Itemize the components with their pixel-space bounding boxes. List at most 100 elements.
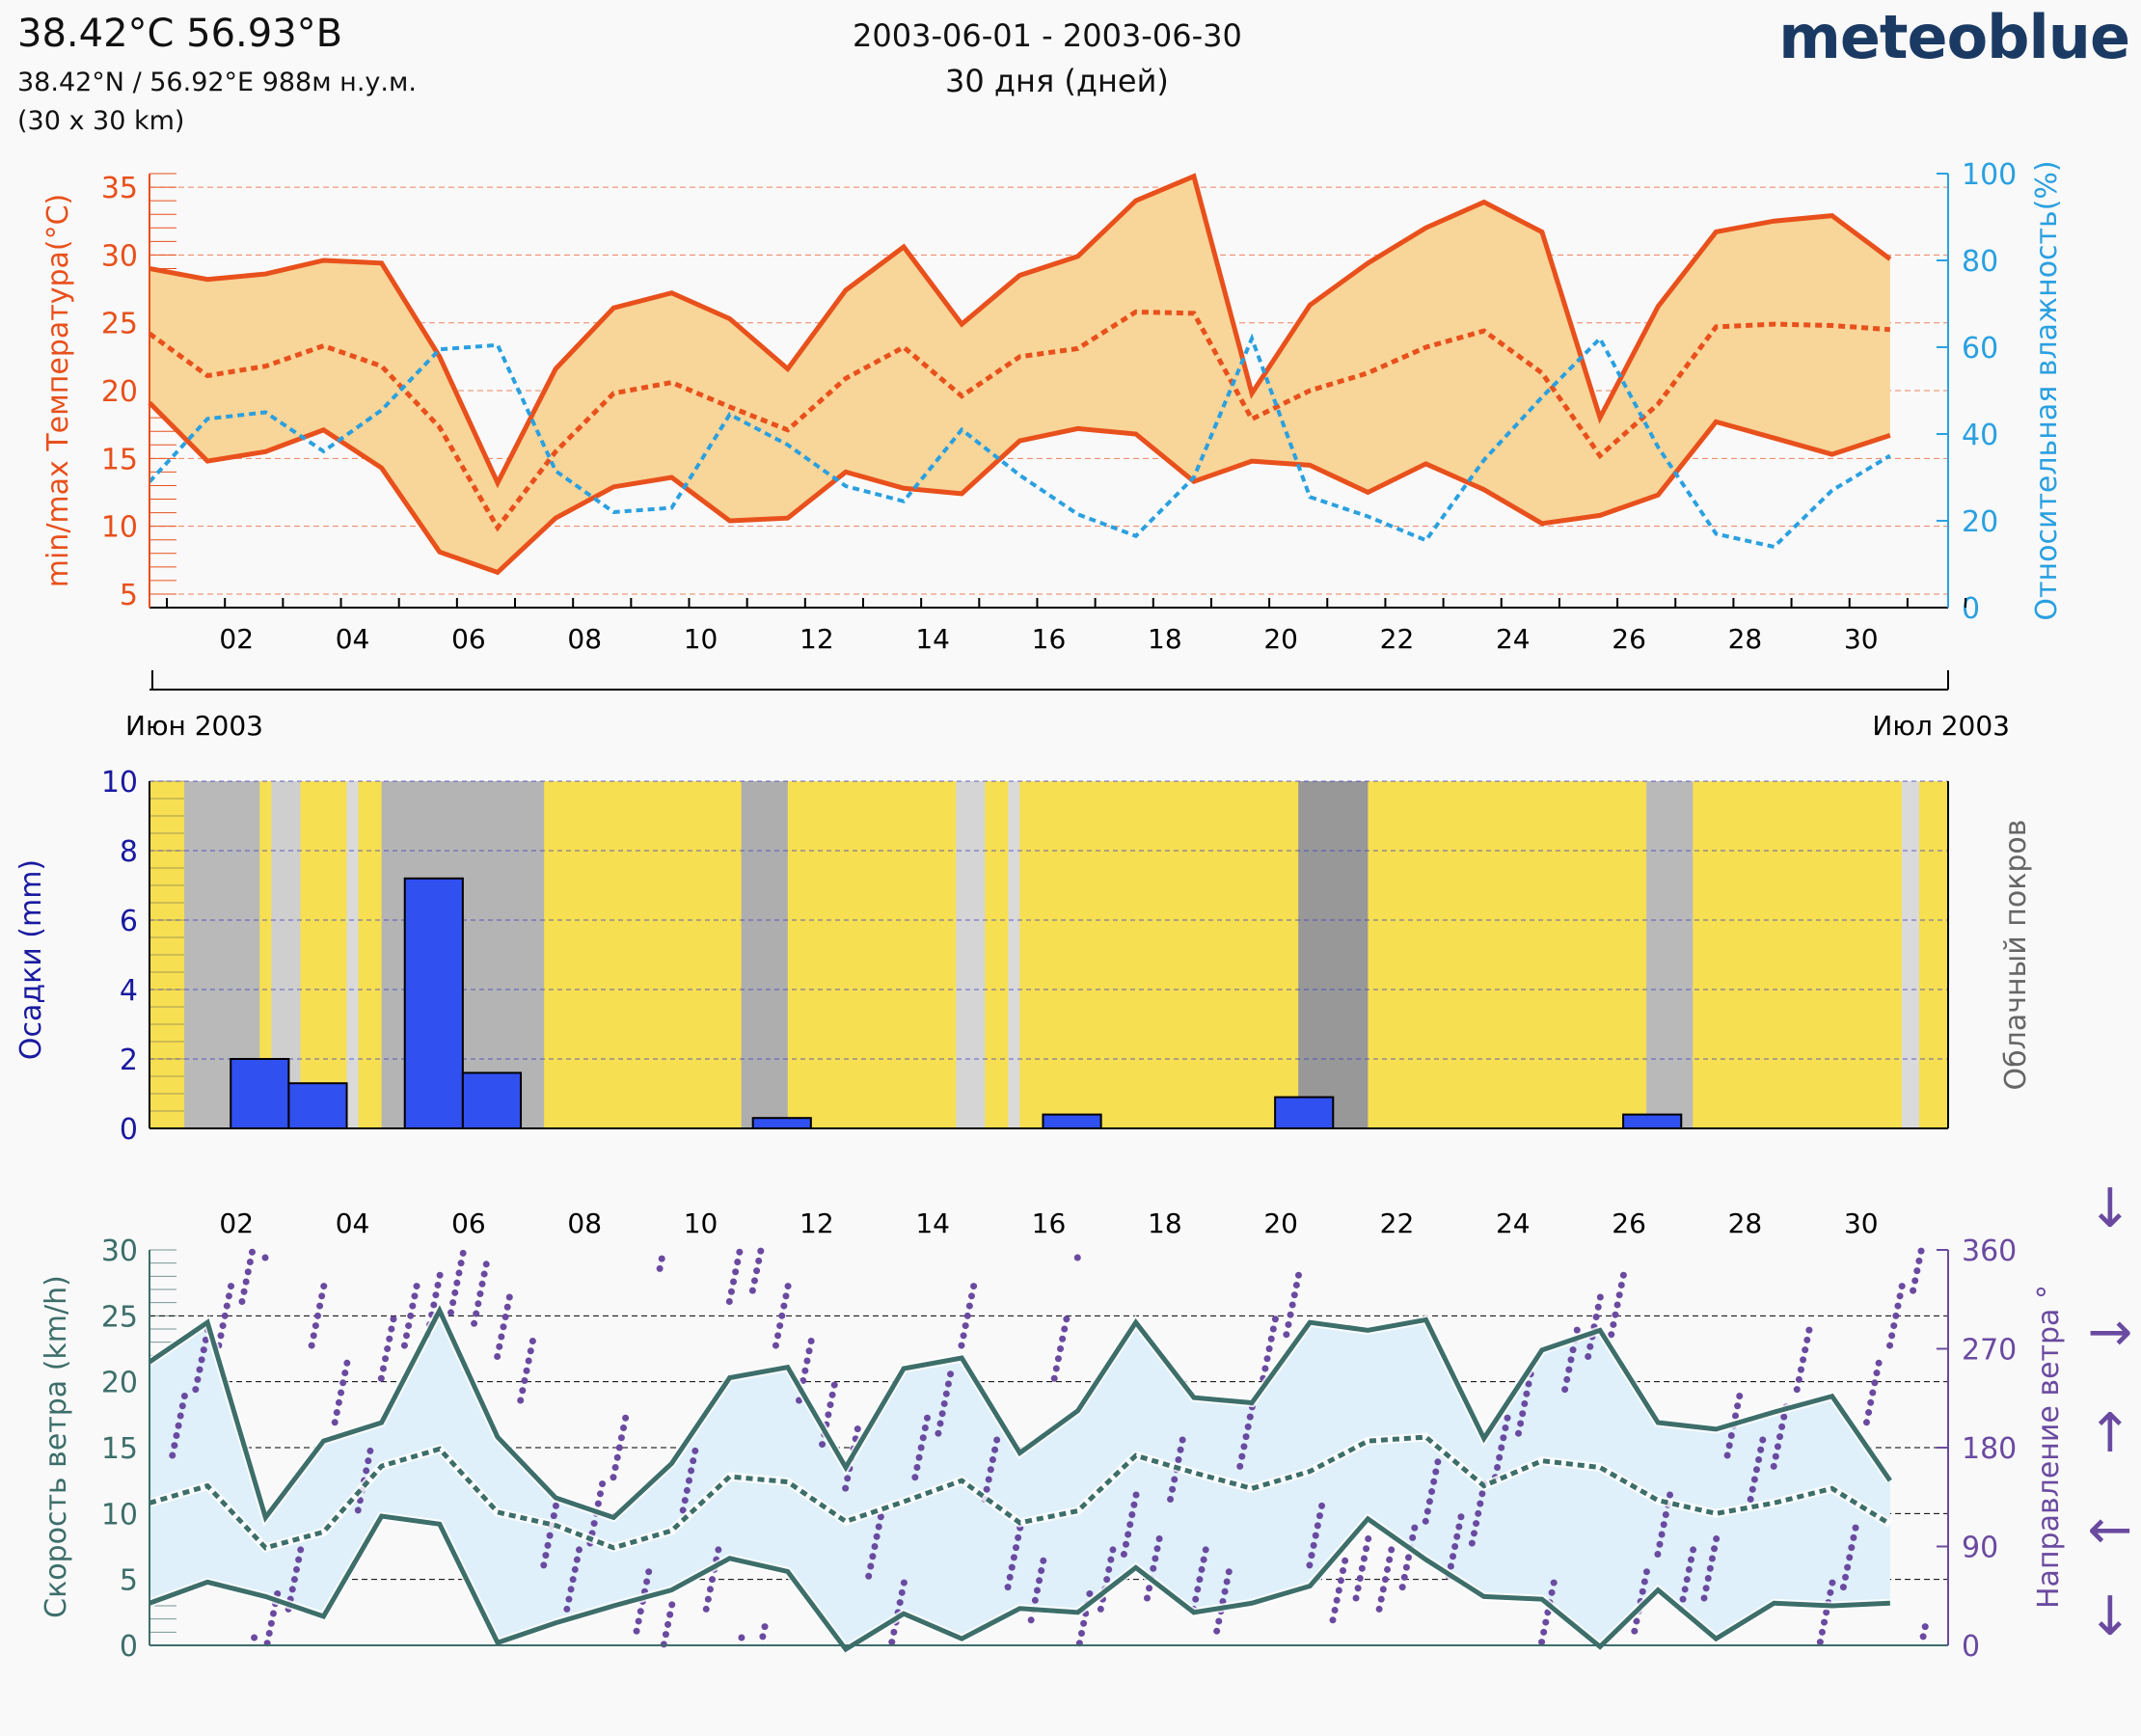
wind-direction-dot: [1708, 1555, 1716, 1562]
precip-tick-label: 8: [120, 835, 138, 869]
wind-direction-dot: [1432, 1468, 1440, 1476]
wind-direction-dot: [1225, 1568, 1233, 1576]
wind-direction-dot: [960, 1332, 967, 1340]
wind-direction-dot: [1246, 1413, 1254, 1421]
wind-direction-dot: [1219, 1597, 1227, 1605]
wind-direction-dot: [1013, 1544, 1020, 1552]
wind-direction-dot: [1898, 1283, 1906, 1290]
wind-direction-dot: [1128, 1510, 1136, 1518]
wind-direction-dot: [942, 1390, 950, 1397]
wind-direction-dot: [1911, 1277, 1919, 1285]
wind-direction-dot: [1194, 1586, 1202, 1593]
wind-direction-dot: [1107, 1556, 1115, 1563]
wind-direction-dot: [1770, 1462, 1777, 1470]
cloud-cover-stripe: [956, 781, 986, 1128]
wind-direction-dot: [288, 1586, 296, 1593]
wind-direction-dot: [1615, 1291, 1623, 1299]
precip-bar: [230, 1058, 290, 1129]
wind-day-tick-label: 28: [1728, 1207, 1763, 1239]
direction-tick-label: 180: [1962, 1432, 2017, 1466]
day-tick-label: 14: [915, 623, 950, 655]
wind-direction-dot: [318, 1292, 326, 1300]
wind-direction-dot: [246, 1259, 254, 1266]
wind-direction-dot: [1402, 1563, 1410, 1571]
wind-direction-dot: [1080, 1619, 1088, 1627]
wind-direction-dot: [1143, 1594, 1151, 1602]
wind-direction-dot: [1662, 1510, 1669, 1518]
wind-direction-dot: [1271, 1316, 1279, 1323]
direction-axis-title: Направление ветра °: [2032, 1285, 2066, 1609]
wind-direction-dot: [1285, 1320, 1292, 1328]
direction-arrow-icon: ↓: [2088, 1586, 2133, 1648]
wind-direction-dot: [1842, 1573, 1850, 1581]
wind-direction-dot: [1126, 1521, 1134, 1529]
wind-day-tick-label: 08: [567, 1207, 602, 1239]
wind-direction-dot: [898, 1588, 906, 1596]
wind-direction-dot: [637, 1608, 644, 1615]
wind-direction-dot: [963, 1312, 971, 1319]
coordinates-elevation: 38.42°N / 56.92°E 988м н.у.м.: [17, 68, 417, 97]
wind-direction-dot: [635, 1617, 642, 1625]
wind-direction-dot: [1061, 1325, 1069, 1333]
wind-direction-dot: [1294, 1271, 1302, 1279]
wind-direction-dot: [476, 1290, 484, 1298]
wind-direction-dot: [407, 1312, 415, 1319]
wind-direction-dot: [1263, 1355, 1271, 1363]
wind-direction-dot: [1196, 1576, 1204, 1584]
wind-direction-dot: [1086, 1589, 1094, 1597]
wind-direction-dot: [1314, 1522, 1321, 1530]
wind-direction-dot: [1521, 1399, 1529, 1407]
wind-direction-dot: [366, 1447, 374, 1454]
wind-direction-dot: [1340, 1567, 1347, 1575]
location-title: 38.42°C 56.93°B: [17, 12, 343, 56]
wind-direction-dot: [730, 1278, 738, 1286]
wind-direction-dot: [917, 1444, 925, 1451]
wind-direction-dot: [1504, 1414, 1511, 1422]
wind-direction-dot: [1892, 1312, 1900, 1319]
wind-direction-dot: [500, 1323, 507, 1331]
wind-direction-dot: [1453, 1533, 1461, 1540]
wind-direction-dot: [691, 1447, 699, 1454]
wind-direction-dot: [219, 1322, 227, 1330]
wind-direction-dot: [958, 1342, 965, 1349]
wind-direction-dot: [405, 1322, 413, 1330]
wind-direction-dot: [295, 1556, 303, 1563]
wind-direction-dot: [679, 1506, 687, 1514]
direction-tick-label: 0: [1962, 1630, 1980, 1664]
wind-direction-dot: [1152, 1555, 1159, 1562]
wind-direction-dot: [527, 1347, 534, 1355]
wind-direction-dot: [610, 1474, 617, 1481]
wind-direction-dot: [1223, 1578, 1231, 1586]
wind-direction-dot: [1038, 1567, 1045, 1575]
wind-direction-dot: [1640, 1578, 1648, 1586]
wind-direction-dot: [1538, 1639, 1546, 1646]
wind-direction-dot: [198, 1356, 205, 1364]
wind-direction-dot: [221, 1312, 229, 1319]
wind-direction-dot: [478, 1280, 486, 1288]
wind-direction-dot: [900, 1579, 908, 1587]
wind-direction-dot: [1802, 1346, 1809, 1354]
wind-direction-dot: [238, 1298, 246, 1306]
wind-direction-dot: [1752, 1466, 1760, 1474]
wind-direction-dot: [525, 1357, 532, 1365]
humidity-tick-label: 0: [1962, 592, 1980, 626]
wind-direction-dot: [1265, 1345, 1273, 1352]
wind-direction-dot: [474, 1300, 482, 1308]
wind-direction-dot: [940, 1399, 948, 1407]
wind-direction-dot: [1818, 1628, 1826, 1636]
wind-direction-dot: [748, 1287, 756, 1294]
wind-direction-dot: [457, 1260, 465, 1267]
wind-min-line: [149, 1513, 1890, 1653]
wind-direction-dot: [1525, 1380, 1532, 1388]
wind-direction-dot: [1774, 1443, 1781, 1451]
temp-range-band: [149, 176, 1890, 573]
wind-direction-dot: [911, 1474, 919, 1481]
wind-direction-dot: [683, 1486, 691, 1494]
wind-direction-dot: [1238, 1452, 1246, 1460]
wind-direction-dot: [1120, 1550, 1127, 1558]
wind-direction-dot: [409, 1302, 417, 1310]
wind-direction-dot: [1244, 1423, 1252, 1430]
wind-direction-dot: [482, 1261, 490, 1268]
wind-direction-dot: [316, 1302, 324, 1310]
